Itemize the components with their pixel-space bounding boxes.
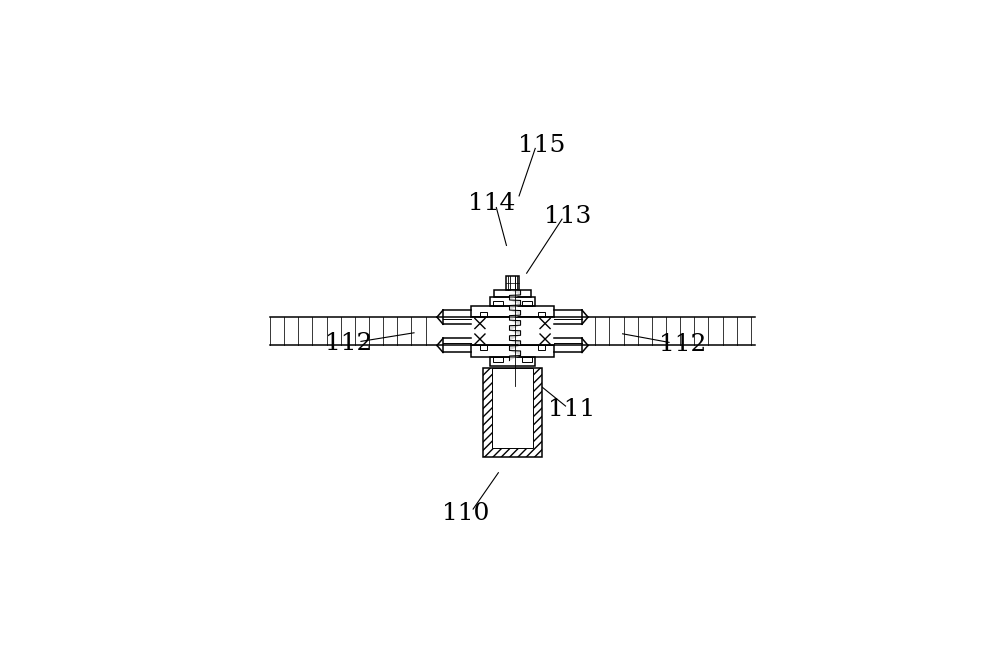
Bar bbox=[480, 312, 487, 317]
Bar bbox=[494, 290, 531, 297]
Bar bbox=[483, 368, 542, 457]
Bar bbox=[538, 312, 545, 317]
Polygon shape bbox=[509, 310, 521, 315]
Bar bbox=[493, 301, 503, 306]
Polygon shape bbox=[509, 300, 521, 305]
Polygon shape bbox=[509, 325, 521, 330]
Polygon shape bbox=[509, 290, 521, 295]
Text: 111: 111 bbox=[548, 398, 595, 420]
Text: 113: 113 bbox=[544, 205, 592, 228]
Bar bbox=[506, 276, 519, 290]
Text: 115: 115 bbox=[518, 134, 565, 157]
Text: 112: 112 bbox=[659, 333, 706, 356]
Bar bbox=[490, 297, 535, 306]
Polygon shape bbox=[509, 340, 521, 346]
Text: 112: 112 bbox=[325, 333, 372, 356]
Polygon shape bbox=[509, 315, 521, 320]
Bar bbox=[493, 357, 503, 361]
Polygon shape bbox=[509, 320, 521, 325]
Polygon shape bbox=[509, 356, 521, 361]
Bar bbox=[490, 357, 535, 365]
Bar bbox=[522, 357, 532, 361]
Bar bbox=[492, 368, 533, 449]
Polygon shape bbox=[509, 330, 521, 335]
Polygon shape bbox=[509, 305, 521, 310]
Text: 114: 114 bbox=[468, 192, 515, 215]
Bar bbox=[471, 317, 554, 346]
Polygon shape bbox=[509, 335, 521, 340]
Text: 110: 110 bbox=[442, 502, 490, 525]
Polygon shape bbox=[509, 350, 521, 356]
Bar bbox=[471, 346, 554, 357]
Bar bbox=[471, 306, 554, 317]
Polygon shape bbox=[509, 295, 521, 300]
Bar bbox=[538, 346, 545, 350]
Polygon shape bbox=[509, 346, 521, 350]
Bar bbox=[522, 301, 532, 306]
Bar bbox=[480, 346, 487, 350]
